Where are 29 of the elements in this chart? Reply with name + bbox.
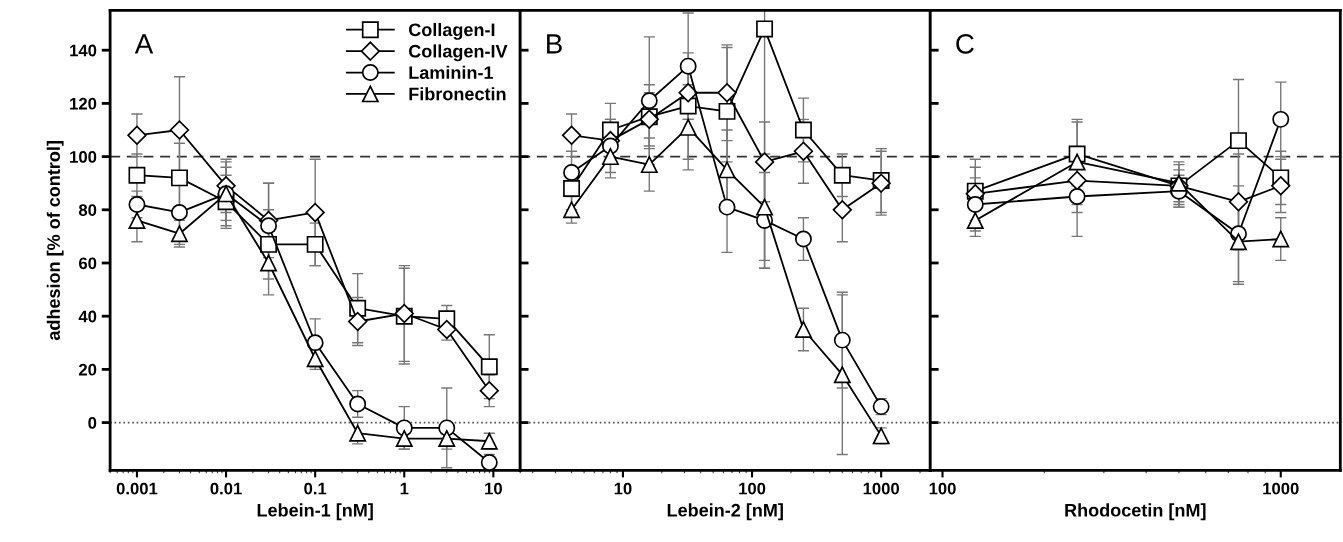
y-tick-label: 20 <box>78 363 97 376</box>
legend-label: Laminin-1 <box>409 65 494 80</box>
x-tick-label: 1000 <box>863 482 900 495</box>
legend-label: Fibronectin <box>409 87 506 101</box>
y-tick-label: 100 <box>70 150 97 163</box>
y-tick-label: 60 <box>79 257 97 270</box>
x-axis-title: Rhodocetin [nM] <box>1065 503 1206 521</box>
x-tick-label: 1 <box>400 482 409 495</box>
y-tick-label: 120 <box>70 97 97 110</box>
legend-label: Collagen-I <box>408 22 495 40</box>
x-axis-title: Lebein-1 [nM] <box>257 503 373 521</box>
legend-label: Collagen-IV <box>408 44 508 62</box>
x-tick-label: 100 <box>739 482 766 495</box>
x-tick-label: 10 <box>485 482 502 495</box>
y-tick-label: 40 <box>78 310 97 323</box>
x-tick-label: 0.01 <box>210 482 242 495</box>
y-tick-label: 80 <box>78 204 97 216</box>
y-tick-label: 140 <box>70 44 97 57</box>
annotation: A <box>134 34 154 54</box>
y-tick-label: 0 <box>88 416 97 429</box>
y-axis-title: adhesion [% of control] <box>46 141 64 341</box>
annotation: B <box>547 34 562 54</box>
x-tick-label: 0.1 <box>304 482 327 495</box>
x-tick-label: 0.001 <box>116 482 158 495</box>
x-tick-label: 1000 <box>1263 482 1299 495</box>
x-tick-label: 100 <box>929 482 956 495</box>
x-axis-title: Lebein-2 [nM] <box>667 503 783 521</box>
annotation: C <box>956 34 974 54</box>
x-tick-label: 10 <box>614 482 632 495</box>
